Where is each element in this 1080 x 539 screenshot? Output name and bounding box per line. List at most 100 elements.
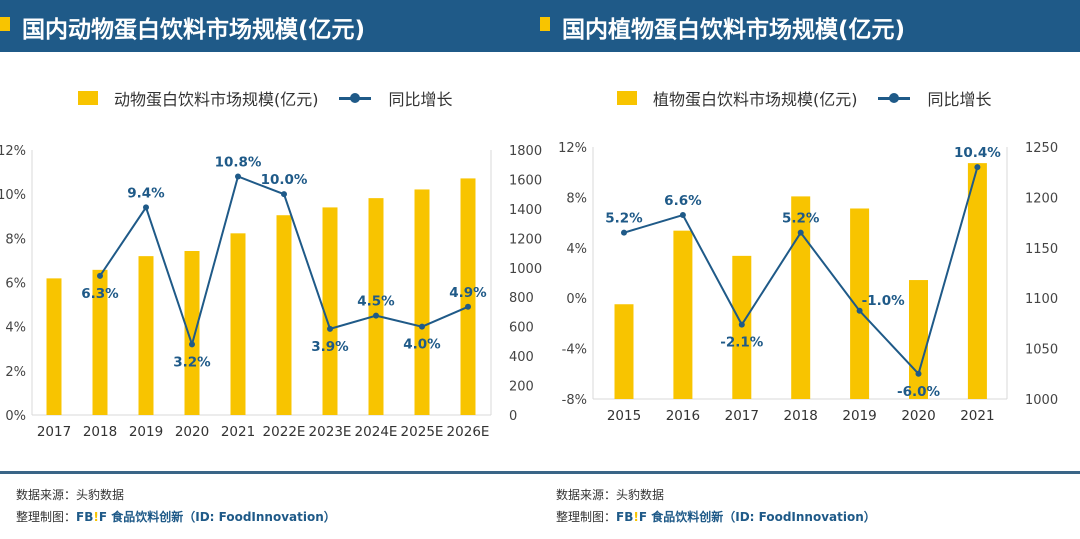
growth-data-label: -2.1%: [720, 335, 764, 351]
legend-bar-label: 动物蛋白饮料市场规模(亿元): [114, 90, 319, 109]
right-axis-tick-label: 1200: [1025, 191, 1058, 206]
title-marker-icon: [0, 17, 10, 31]
x-axis-tick-label: 2021: [221, 424, 255, 440]
legend-line-swatch: [338, 93, 371, 103]
right-axis-tick-label: 400: [509, 350, 534, 365]
growth-data-label: 10.4%: [954, 145, 1001, 161]
left-axis-tick-label: -8%: [562, 393, 587, 408]
bar: [230, 233, 246, 415]
brand-logo: FB!F 食品饮料创新（ID: FoodInnovation）: [616, 510, 876, 524]
right-axis-tick-label: 1150: [1025, 242, 1058, 257]
maker-label: 整理制图：: [556, 510, 617, 524]
x-axis-tick-label: 2016: [666, 408, 700, 424]
growth-point: [189, 341, 195, 348]
left-footer: 数据来源：头豹数据 整理制图：FB!F 食品饮料创新（ID: FoodInnov…: [16, 484, 336, 528]
bar: [614, 304, 634, 399]
bar: [138, 256, 154, 415]
source-note: 数据来源：头豹数据: [556, 488, 665, 502]
bar: [414, 189, 430, 415]
bar: [368, 198, 384, 415]
left-axis-tick-label: 4%: [566, 242, 587, 257]
growth-data-label: 3.9%: [311, 339, 349, 355]
left-axis-tick-label: -4%: [562, 343, 587, 358]
growth-point: [235, 173, 241, 180]
right-axis-tick-label: 1200: [509, 232, 542, 247]
left-axis-tick-label: 6%: [5, 277, 26, 292]
bar: [46, 278, 62, 415]
bar: [850, 208, 870, 399]
growth-data-label: 10.0%: [261, 172, 308, 188]
x-axis-tick-label: 2020: [175, 424, 209, 440]
growth-point: [738, 321, 745, 328]
source-note: 数据来源：头豹数据: [16, 488, 125, 502]
growth-data-label: 4.5%: [357, 294, 395, 310]
bar: [92, 269, 108, 415]
legend-bar-swatch: [617, 91, 637, 105]
growth-data-label: 9.4%: [127, 185, 165, 201]
bar: [967, 163, 987, 399]
growth-point: [419, 323, 425, 330]
right-axis-tick-label: 1400: [509, 203, 542, 218]
right-axis-tick-label: 1250: [1025, 141, 1058, 156]
x-axis-tick-label: 2022E: [263, 424, 306, 440]
x-axis-tick-label: 2017: [37, 424, 71, 440]
x-axis-tick-label: 2018: [83, 424, 117, 440]
right-axis-tick-label: 1800: [509, 144, 542, 159]
right-axis-tick-label: 800: [509, 291, 534, 306]
x-axis-tick-label: 2025E: [401, 424, 444, 440]
bar: [322, 207, 338, 415]
left-legend: 动物蛋白饮料市场规模(亿元) 同比增长: [78, 86, 453, 110]
growth-point: [281, 191, 287, 198]
right-axis-tick-label: 1000: [1025, 393, 1058, 408]
growth-point: [974, 164, 981, 171]
growth-data-label: -6.0%: [897, 384, 941, 400]
footer-divider: [0, 471, 1080, 474]
x-axis-tick-label: 2018: [784, 408, 818, 424]
legend-line-swatch: [877, 93, 910, 103]
growth-data-label: 4.9%: [449, 285, 487, 301]
left-chart-title: 国内动物蛋白饮料市场规模(亿元): [22, 17, 366, 43]
x-axis-tick-label: 2021: [960, 408, 994, 424]
growth-point: [797, 229, 804, 236]
right-axis-tick-label: 1000: [509, 262, 542, 277]
bar: [460, 178, 476, 415]
right-chart-title: 国内植物蛋白饮料市场规模(亿元): [562, 17, 906, 43]
growth-data-label: 10.8%: [215, 155, 262, 171]
x-axis-tick-label: 2015: [607, 408, 641, 424]
legend-line-label: 同比增长: [927, 90, 992, 109]
legend-bar-swatch: [78, 91, 98, 105]
growth-data-label: 5.2%: [605, 211, 643, 227]
growth-point: [327, 325, 333, 332]
x-axis-tick-label: 2019: [842, 408, 876, 424]
left-axis-tick-label: 4%: [5, 321, 26, 336]
growth-data-label: 5.2%: [782, 211, 820, 227]
growth-data-label: -1.0%: [862, 293, 906, 309]
right-axis-tick-label: 600: [509, 321, 534, 336]
left-axis-tick-label: 10%: [0, 188, 26, 203]
right-footer: 数据来源：头豹数据 整理制图：FB!F 食品饮料创新（ID: FoodInnov…: [556, 484, 876, 528]
growth-data-label: 6.6%: [664, 193, 702, 209]
x-axis-tick-label: 2024E: [355, 424, 398, 440]
bar: [184, 250, 200, 415]
x-axis-tick-label: 2023E: [309, 424, 352, 440]
x-axis-tick-label: 2019: [129, 424, 163, 440]
growth-point: [856, 307, 863, 314]
growth-point: [143, 204, 149, 211]
bar: [791, 196, 811, 399]
bar: [276, 215, 292, 415]
right-axis-tick-label: 1100: [1025, 292, 1058, 307]
growth-point: [373, 312, 379, 319]
growth-point: [97, 272, 103, 279]
left-axis-tick-label: 2%: [5, 365, 26, 380]
right-legend: 植物蛋白饮料市场规模(亿元) 同比增长: [617, 86, 992, 110]
growth-data-label: 3.2%: [173, 354, 211, 370]
maker-note: 整理制图：FB!F 食品饮料创新（ID: FoodInnovation）: [556, 506, 876, 528]
growth-point: [679, 212, 686, 219]
legend-line-label: 同比增长: [388, 90, 453, 109]
left-axis-tick-label: 0%: [566, 292, 587, 307]
growth-data-label: 6.3%: [81, 286, 119, 302]
left-axis-tick-label: 8%: [566, 191, 587, 206]
bar: [909, 280, 928, 399]
growth-point: [915, 370, 922, 377]
